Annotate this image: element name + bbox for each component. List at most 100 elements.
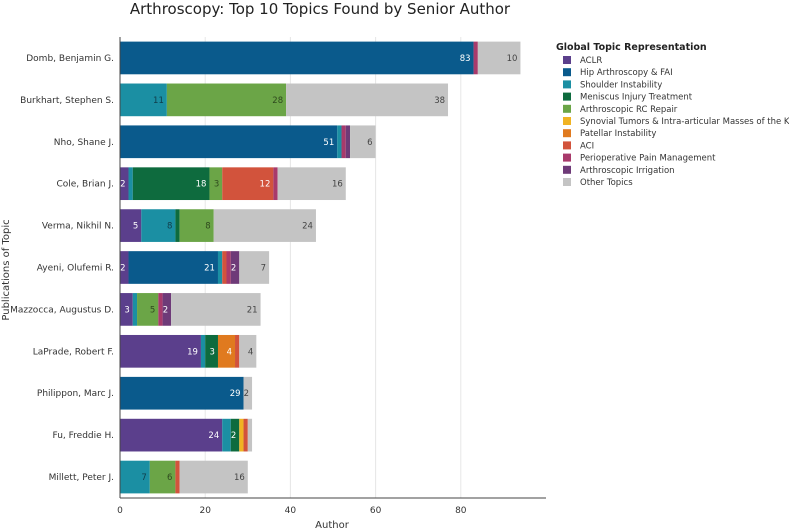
data-label: 6 [167,473,172,483]
y-tick-label: Fu, Freddie H. [53,431,114,441]
data-label: 2 [244,389,249,399]
bar-segment [120,418,223,452]
bar-segment [222,251,227,284]
data-label: 8 [167,222,172,232]
data-label: 7 [261,264,266,274]
bars [120,41,521,494]
bar-segment [222,418,231,452]
legend-swatch [563,178,571,186]
data-label: 5 [150,305,155,315]
bar-segment [350,125,376,159]
bar-segment [128,167,133,201]
bar-segment [179,209,214,242]
bar-segment [175,209,180,242]
data-label: 2 [163,305,168,315]
bar-segment [222,167,274,201]
legend-entry: Synovial Tumors & Intra-articular Masses… [580,117,789,127]
legend-swatch [563,68,571,77]
y-tick-label: Burkhart, Stephen S. [20,96,114,106]
legend-swatch [563,56,571,64]
legend-swatch [563,165,571,174]
data-label: 5 [133,222,138,232]
legend-entry: Meniscus Injury Treatment [580,93,693,103]
bar-segment [341,125,346,159]
bar-segment [226,251,231,284]
bar-segment [217,251,223,284]
bar-segment [120,209,142,242]
bar-segment [171,293,261,326]
legend-title: Global Topic Representation [556,42,707,53]
y-tick-label: Cole, Brian J. [56,180,114,190]
legend-entry: ACLR [580,56,602,66]
data-label: 2 [120,180,125,190]
bar-segment [345,125,351,159]
bar-segment [209,167,223,201]
bar-segment [120,125,338,159]
data-label: 2 [231,264,236,274]
data-label: 11 [153,96,164,106]
x-axis-title: Author [315,520,350,531]
bar-segment [120,293,133,326]
data-label: 12 [260,180,271,190]
data-label: 2 [120,264,125,274]
bar-segment [166,83,287,117]
bar-segment [141,209,176,242]
bar-segment [120,251,129,284]
legend: Global Topic Representation ACLR Hip Arth… [556,42,789,188]
data-label: 7 [141,473,146,483]
data-label: 16 [332,180,343,190]
bar-segment [337,125,342,159]
y-tick-label: Millett, Peter J. [49,473,114,483]
bar-segment [230,418,240,452]
x-tick-label: 40 [285,506,297,516]
bar-segment [132,293,138,326]
bar-segment [200,334,206,368]
y-axis-title: Publications of Topic [1,219,12,320]
bar-segment [120,167,129,201]
data-label: 3 [210,347,215,357]
bar-segment [128,251,218,284]
bar-segment [213,209,316,242]
data-label: 24 [208,431,219,441]
bar-segment [205,334,218,368]
axes: 0 20 40 60 80 Domb, Benjamin G. Burkhart, Step… [10,37,546,516]
y-tick-label: Ayeni, Olufemi R. [37,264,114,274]
data-label: 28 [272,96,283,106]
legend-swatch [563,92,571,101]
legend-swatch [563,141,571,150]
bar-segment [149,460,176,494]
y-tick-label: Domb, Benjamin G. [26,54,114,64]
data-label: 21 [247,305,258,315]
bar-segment [175,460,180,494]
data-label: 8 [205,222,210,232]
bar-segment [179,460,248,494]
bar-segment [230,251,240,284]
y-tick-label: LaPrade, Robert F. [33,347,114,357]
bar-segment [277,167,346,201]
data-label: 51 [323,138,334,148]
legend-entry: Arthroscopic Irrigation [580,166,675,176]
legend-entry: Arthroscopic RC Repair [580,105,678,115]
bar-segment [162,293,172,326]
legend-swatch [563,129,571,138]
data-label: 21 [204,264,215,274]
data-label: 83 [460,54,471,64]
bar-segment [158,293,163,326]
data-label: 6 [367,138,372,148]
bar-segment [132,167,210,201]
data-label: 10 [507,54,518,64]
bar-segment [120,334,201,368]
bar-segment [120,460,150,494]
data-label: 2 [231,431,236,441]
data-label: 4 [248,347,253,357]
x-tick-label: 80 [455,506,467,516]
x-tick-label: 20 [199,506,211,516]
legend-swatch [563,80,571,89]
bar-segment [247,418,253,452]
legend-swatch [563,104,571,113]
bar-segment [243,376,253,410]
legend-swatch [563,117,571,125]
bar-segment [239,251,270,284]
bar-segment [239,418,244,452]
